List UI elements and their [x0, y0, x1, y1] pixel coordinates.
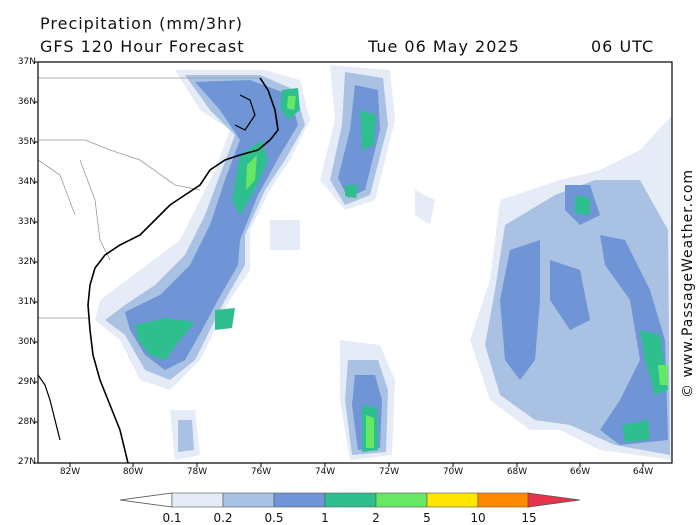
legend-swatch	[477, 492, 530, 508]
lat-label: 33N	[17, 217, 36, 227]
lat-label: 36N	[17, 97, 36, 107]
legend-label: 0.5	[264, 511, 284, 525]
lat-label: 30N	[17, 337, 36, 347]
legend-swatch	[426, 492, 479, 508]
lat-label: 37N	[17, 57, 36, 67]
lat-label: 27N	[17, 457, 36, 467]
state-borders	[38, 77, 260, 319]
legend-label: 5	[423, 511, 431, 525]
lon-label: 76W	[250, 467, 272, 477]
legend-swatch	[375, 492, 428, 508]
legend-swatch	[222, 492, 275, 508]
coastline	[87, 77, 279, 463]
lon-label: 78W	[186, 467, 208, 477]
legend-label: 2	[372, 511, 380, 525]
lon-label: 68W	[506, 467, 528, 477]
lat-label: 35N	[17, 137, 36, 147]
precip-layer-2	[246, 96, 668, 448]
legend-swatch	[273, 492, 326, 508]
forecast-time: 06 UTC	[591, 37, 655, 56]
gulf-coast	[38, 374, 61, 441]
lat-ticks	[34, 61, 38, 464]
lon-label: 82W	[59, 467, 81, 477]
legend-swatch	[324, 492, 377, 508]
lon-label: 74W	[314, 467, 336, 477]
lat-label: 34N	[17, 177, 36, 187]
lat-label: 28N	[17, 417, 36, 427]
legend-swatch	[171, 492, 224, 508]
lon-label: 70W	[442, 467, 464, 477]
forecast-date: Tue 06 May 2025	[368, 37, 520, 56]
legend-label: 15	[521, 511, 537, 525]
chart-title: Precipitation (mm/3hr)	[40, 14, 244, 33]
lat-label: 31N	[17, 297, 36, 307]
lon-label: 66W	[569, 467, 591, 477]
lon-label: 64W	[632, 467, 654, 477]
legend-arrow-right	[527, 492, 581, 508]
legend-label: 1	[321, 511, 329, 525]
lon-label: 80W	[122, 467, 144, 477]
legend-label: 0.1	[162, 511, 182, 525]
legend-arrow-left	[119, 492, 173, 508]
legend-label: 0.2	[213, 511, 233, 525]
lat-label: 32N	[17, 257, 36, 267]
sound-outline	[234, 94, 256, 131]
forecast-subtitle: GFS 120 Hour Forecast	[40, 37, 245, 56]
lat-label: 29N	[17, 377, 36, 387]
lon-label: 72W	[378, 467, 400, 477]
legend-label: 10	[470, 511, 486, 525]
lon-ticks	[69, 463, 644, 467]
